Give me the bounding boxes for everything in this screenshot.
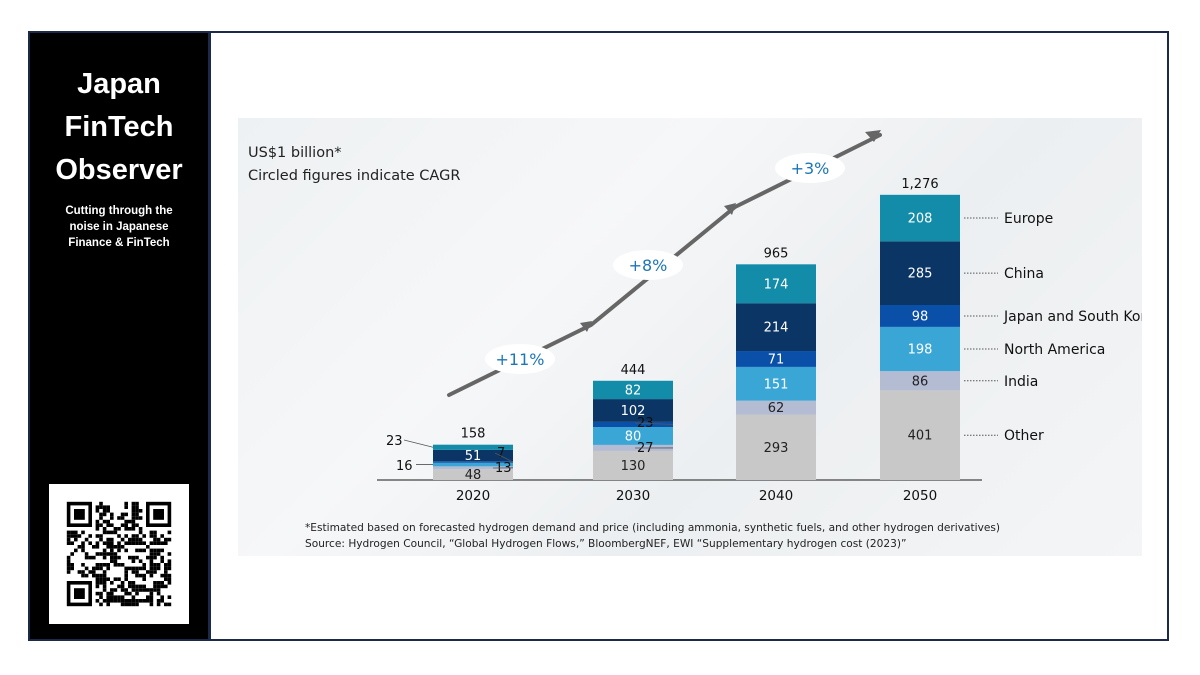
bar-2030-other (593, 450, 673, 480)
data-label: 16 (396, 459, 413, 474)
x-tick-label: 2040 (759, 488, 793, 504)
arrowhead-icon (865, 130, 881, 142)
legend-europe: Europe (1004, 211, 1053, 227)
hydrogen-market-chart: US$1 billion* Circled figures indicate C… (248, 130, 1163, 550)
bar-2020-china (433, 449, 513, 462)
unit-note: US$1 billion* (248, 145, 342, 161)
brand-title-line: Japan (77, 68, 161, 100)
bar-2040-north-america (736, 366, 816, 401)
brand-tagline: Cutting through the noise in Japanese Fi… (50, 203, 188, 251)
total-label: 444 (621, 363, 646, 378)
data-label: 23 (386, 434, 403, 449)
qr-code-icon (66, 501, 172, 607)
legend-china: China (1004, 266, 1044, 282)
bar-2050-north-america (880, 326, 960, 372)
bar-2030-china (593, 399, 673, 422)
data-label: 130 (621, 459, 646, 474)
data-label: 198 (908, 343, 933, 358)
brand-title-line: FinTech (64, 111, 174, 143)
bar-2050-other (880, 390, 960, 480)
data-label: 62 (768, 401, 785, 416)
x-tick-label: 2020 (456, 488, 490, 504)
legend-other: Other (1004, 428, 1044, 444)
data-label: 13 (495, 461, 512, 476)
data-label: 174 (764, 277, 789, 292)
data-label: 71 (768, 352, 785, 367)
bar-2020-europe (433, 444, 513, 450)
leader-line (494, 452, 514, 463)
data-label: 82 (625, 383, 642, 398)
tagline-line: Finance & FinTech (68, 237, 170, 249)
cagr-label: +11% (496, 350, 545, 369)
data-label: 401 (908, 429, 933, 444)
leader-line (634, 422, 674, 425)
arrowhead-icon (580, 321, 592, 332)
sidebar: Japan FinTech Observer Cutting through t… (30, 33, 211, 639)
cagr-bubble (613, 250, 683, 280)
total-label: 1,276 (901, 177, 938, 192)
data-label: 214 (764, 321, 789, 336)
leader-line (403, 439, 434, 448)
total-label: 965 (764, 246, 789, 261)
data-label: 51 (465, 449, 482, 464)
total-label: 158 (461, 427, 486, 442)
bar-2050-europe (880, 194, 960, 242)
x-tick-label: 2050 (903, 488, 937, 504)
data-label: 86 (912, 374, 929, 389)
data-label: 48 (465, 468, 482, 483)
tagline-line: Cutting through the (65, 205, 173, 217)
bar-2050-china (880, 241, 960, 305)
cagr-label: +8% (629, 256, 668, 275)
bar-2050-india (880, 371, 960, 391)
bar-2020-japan-and-south-korea (433, 461, 513, 463)
qr-code[interactable] (49, 484, 189, 624)
bar-2040-europe (736, 264, 816, 304)
tagline-line: noise in Japanese (69, 221, 169, 233)
bar-2040-japan-and-south-korea (736, 351, 816, 367)
data-label: 151 (764, 377, 789, 392)
data-label: 7 (497, 446, 505, 461)
bar-2030-europe (593, 380, 673, 400)
data-label: 102 (621, 404, 646, 419)
legend-north-america: North America (1004, 342, 1105, 358)
bar-2030-north-america (593, 427, 673, 445)
bar-2030-india (593, 444, 673, 451)
bar-2040-other (736, 414, 816, 480)
bar-2050-japan-and-south-korea (880, 304, 960, 327)
data-label: 80 (625, 429, 642, 444)
data-label: 98 (912, 309, 929, 324)
cagr-bubble (775, 153, 845, 183)
footnote: *Estimated based on forecasted hydrogen … (305, 522, 1000, 534)
data-label: 293 (764, 441, 789, 456)
legend-japan-and-south-korea: Japan and South Korea (1003, 309, 1142, 325)
brand-title-line: Observer (55, 154, 183, 186)
data-label: 208 (908, 212, 933, 227)
cagr-bubble (485, 344, 555, 374)
bar-2040-china (736, 303, 816, 352)
data-label: 285 (908, 267, 933, 282)
bar-2020-other (433, 469, 513, 480)
bar-2040-india (736, 400, 816, 415)
arrowhead-icon (724, 203, 736, 215)
cagr-label: +3% (791, 159, 830, 178)
legend-india: India (1004, 374, 1038, 390)
qr-modules (66, 501, 172, 607)
x-tick-label: 2030 (616, 488, 650, 504)
bar-2030-japan-and-south-korea (593, 421, 673, 428)
cagr-note: Circled figures indicate CAGR (248, 168, 460, 184)
bar-2020-india (433, 466, 513, 470)
chart-panel: US$1 billion* Circled figures indicate C… (238, 118, 1163, 556)
source-note: Source: Hydrogen Council, “Global Hydrog… (305, 538, 907, 550)
bar-2020-north-america (433, 462, 513, 467)
brand-title: Japan FinTech Observer (30, 63, 208, 192)
data-label: 27 (637, 441, 654, 456)
